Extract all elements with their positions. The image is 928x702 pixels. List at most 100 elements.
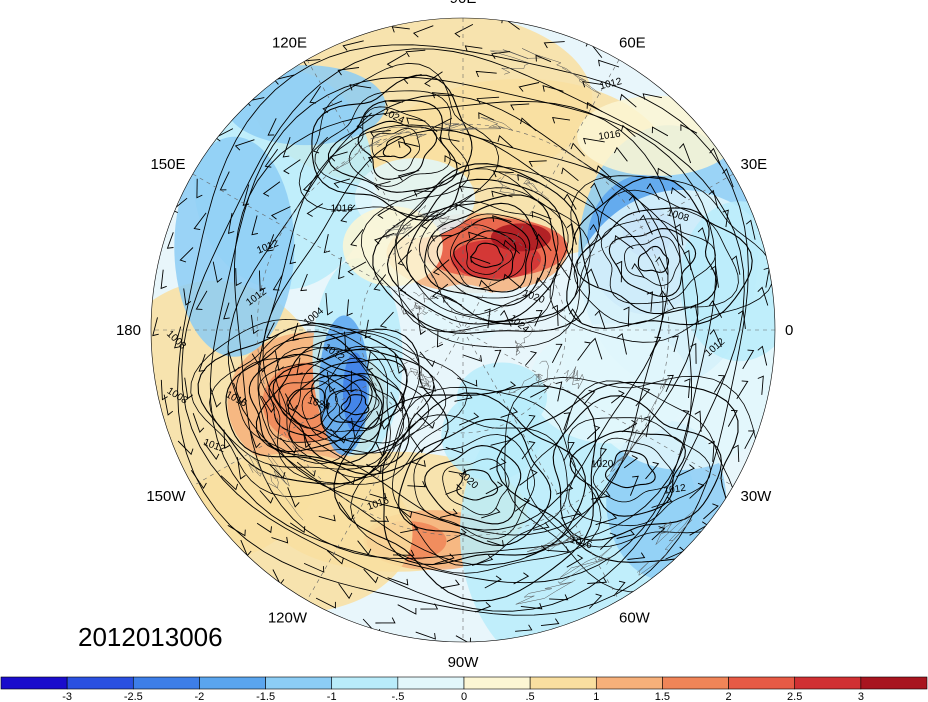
wind-barb (220, 475, 239, 491)
isobar-line (637, 245, 670, 273)
wind-barb (455, 635, 471, 642)
isobar-line (442, 458, 510, 516)
wind-barb (296, 461, 316, 477)
wind-barb (736, 380, 749, 400)
wind-barb (310, 394, 330, 410)
coastline (417, 205, 472, 228)
wind-barb (586, 101, 603, 113)
wind-barb (415, 631, 436, 640)
isobar-line (287, 358, 410, 455)
wind-barb (623, 455, 639, 469)
isobar-line (381, 392, 587, 566)
wind-barb (534, 310, 543, 327)
wind-barb (340, 204, 356, 223)
wind-barb (500, 309, 512, 327)
isobar-line (372, 163, 591, 334)
isobar-line (360, 166, 600, 348)
wind-barb (333, 178, 351, 189)
wind-barb (497, 134, 514, 149)
wind-barb (195, 290, 208, 310)
wind-barb (192, 413, 205, 433)
isobar-line (197, 322, 408, 485)
wind-barb (549, 594, 569, 601)
wind-barb (282, 137, 291, 158)
wind-barb (219, 171, 230, 191)
wind-barb (555, 262, 571, 281)
wind-barb (407, 481, 426, 488)
colorbar-tick-label: 0 (461, 691, 467, 702)
wind-barb (350, 229, 364, 247)
colorbar-swatch (463, 676, 531, 690)
wind-barb (303, 562, 325, 573)
wind-barb (627, 552, 646, 560)
wind-barb (614, 235, 634, 250)
isobar-line (382, 136, 412, 159)
wind-barb (722, 209, 729, 228)
wind-barb (212, 261, 223, 283)
wind-barb (486, 540, 504, 547)
wind-barb (256, 522, 272, 534)
coastline (515, 546, 613, 605)
isobar-line (272, 348, 435, 468)
isobar-line (526, 380, 736, 548)
wind-barb (396, 506, 413, 519)
wind-barb (697, 227, 708, 244)
coastline (400, 302, 428, 316)
coastline (417, 364, 435, 390)
wind-barb (556, 484, 574, 495)
wind-barbs (152, 18, 770, 642)
wind-barb (409, 460, 426, 467)
wind-barb (462, 354, 483, 362)
wind-barb (356, 112, 372, 129)
wind-barb (628, 195, 641, 213)
wind-barb (190, 469, 207, 490)
wind-barb (410, 436, 425, 454)
wind-barb (326, 371, 336, 393)
colorbar-tick-label: 1.5 (655, 691, 670, 702)
wind-barb (242, 184, 250, 206)
parallel-circle (359, 226, 567, 434)
wind-barb (312, 136, 329, 154)
wind-barb (296, 357, 303, 376)
wind-barb (419, 351, 436, 368)
wind-barb (551, 304, 559, 327)
graticule-lines (151, 18, 775, 642)
isobar-line (413, 434, 535, 540)
wind-barb (367, 155, 390, 163)
wind-barb (391, 26, 410, 33)
wind-barb (271, 536, 289, 544)
isobar-line (576, 207, 718, 315)
wind-barb (655, 256, 669, 276)
colorbar-tick-label: -2 (195, 691, 205, 702)
wind-barb (708, 189, 719, 209)
wind-barb (577, 341, 592, 361)
isobar-line (327, 99, 458, 193)
wind-barb (683, 249, 692, 271)
wind-barb (351, 417, 361, 440)
isobar-line (573, 189, 739, 325)
wind-barb (619, 93, 637, 108)
colorbar-tick-label: -3 (62, 691, 72, 702)
wind-barb (635, 387, 651, 407)
isobar-line (298, 62, 500, 218)
isobar-line (340, 394, 370, 416)
wind-barb (309, 85, 321, 104)
wind-barb (266, 234, 275, 252)
wind-barb (370, 130, 391, 138)
wind-barb (387, 577, 409, 586)
isobar-line (334, 389, 380, 423)
map-disk: 1012101610081024101610121012100810041016… (151, 18, 775, 642)
wind-barb (651, 126, 669, 137)
wind-barb (757, 286, 769, 306)
isobar-line (398, 418, 552, 547)
wind-barb (555, 381, 563, 402)
wind-barb (223, 302, 230, 320)
wind-barb (757, 375, 764, 395)
wind-barb (272, 274, 283, 291)
date-label: 2012013006 (78, 622, 223, 652)
wind-barb (454, 392, 473, 402)
wind-barb (599, 532, 617, 550)
wind-barb (520, 603, 543, 610)
isobar-line (258, 363, 363, 443)
